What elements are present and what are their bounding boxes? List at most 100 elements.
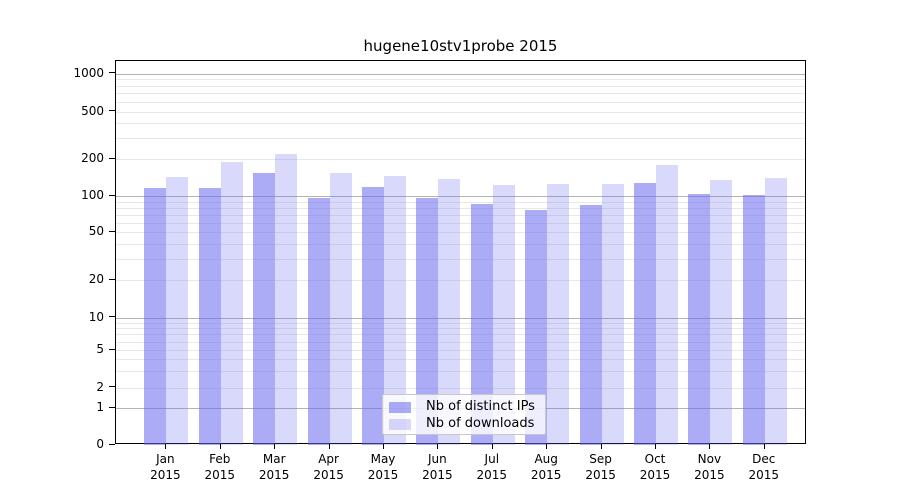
x-axis-tick bbox=[600, 444, 602, 449]
x-axis-tick bbox=[165, 444, 167, 449]
gridline-minor bbox=[116, 350, 805, 351]
bar-distinct-ips bbox=[634, 183, 656, 445]
x-axis-tick bbox=[219, 444, 221, 449]
gridline-minor bbox=[116, 243, 805, 245]
gridline-minor bbox=[116, 259, 805, 260]
x-tick-label: Sep 2015 bbox=[585, 452, 616, 482]
y-tick-label: 2 bbox=[96, 379, 104, 394]
gridline-major bbox=[116, 196, 805, 198]
y-tick-label: 200 bbox=[81, 151, 104, 166]
gridline-minor bbox=[116, 371, 805, 372]
x-axis-tick bbox=[383, 444, 384, 449]
y-axis-tick bbox=[109, 443, 115, 445]
x-tick-label: Feb 2015 bbox=[204, 452, 236, 482]
gridline-minor bbox=[116, 123, 805, 125]
bar-downloads bbox=[220, 162, 243, 445]
bar-distinct-ips bbox=[307, 197, 330, 445]
y-tick-label: 20 bbox=[88, 272, 104, 287]
y-axis-tick bbox=[109, 348, 115, 350]
x-tick-label: Mar 2015 bbox=[258, 452, 290, 482]
y-tick-label: 100 bbox=[81, 188, 104, 203]
bar-downloads bbox=[492, 184, 515, 445]
gridline-minor bbox=[116, 280, 805, 282]
gridline-minor bbox=[116, 328, 805, 329]
bar-distinct-ips bbox=[198, 187, 221, 445]
y-axis-tick bbox=[109, 386, 115, 388]
x-axis-tick bbox=[546, 444, 548, 449]
bar-downloads bbox=[384, 175, 406, 445]
gridline-minor bbox=[116, 201, 805, 203]
bar-downloads bbox=[764, 178, 787, 445]
bar-distinct-ips bbox=[253, 172, 276, 445]
y-tick-label: 1000 bbox=[73, 65, 104, 80]
y-axis-tick bbox=[109, 110, 115, 112]
y-tick-label: 0 bbox=[96, 437, 104, 451]
x-axis-tick bbox=[763, 444, 765, 449]
legend-item: Nb of downloads bbox=[389, 416, 545, 432]
x-tick-label: Dec 2015 bbox=[748, 452, 780, 482]
gridline-minor bbox=[116, 341, 805, 343]
x-axis-tick bbox=[328, 444, 330, 449]
bar-downloads bbox=[166, 176, 189, 445]
bar-distinct-ips bbox=[362, 187, 384, 445]
x-tick-label: Nov 2015 bbox=[694, 452, 725, 482]
bar-distinct-ips bbox=[525, 209, 548, 445]
x-tick-label: Oct 2015 bbox=[639, 452, 671, 482]
legend-label: Nb of downloads bbox=[426, 416, 535, 431]
x-axis-tick bbox=[274, 444, 276, 449]
gridline-minor bbox=[116, 214, 805, 216]
gridline-minor bbox=[116, 111, 805, 113]
y-axis-tick bbox=[109, 406, 115, 408]
x-tick-label: Jul 2015 bbox=[476, 452, 508, 482]
legend: Nb of distinct IPs Nb of downloads bbox=[382, 394, 546, 435]
gridline-minor bbox=[116, 138, 805, 140]
gridline-minor bbox=[116, 85, 805, 87]
gridline-minor bbox=[116, 101, 805, 103]
legend-swatch-downloads bbox=[389, 418, 411, 430]
x-axis-tick bbox=[437, 444, 439, 449]
bar-distinct-ips bbox=[742, 195, 765, 445]
x-tick-label: Aug 2015 bbox=[530, 452, 562, 482]
gridline-minor bbox=[116, 222, 805, 224]
bar-distinct-ips bbox=[579, 204, 602, 445]
x-tick-label: Apr 2015 bbox=[313, 452, 344, 482]
gridline-minor bbox=[116, 207, 805, 209]
bar-distinct-ips bbox=[470, 203, 493, 445]
bar-downloads bbox=[547, 184, 570, 445]
bar-downloads bbox=[329, 172, 352, 445]
bar-downloads bbox=[438, 178, 461, 445]
y-axis-tick bbox=[109, 72, 115, 73]
y-axis-tick bbox=[109, 230, 115, 232]
x-tick-label: May 2015 bbox=[367, 452, 399, 482]
x-tick-label: Jan 2015 bbox=[150, 452, 181, 482]
gridline-minor bbox=[116, 387, 805, 389]
gridline-minor bbox=[116, 159, 805, 161]
gridline-minor bbox=[116, 334, 805, 336]
bar-downloads bbox=[710, 179, 733, 445]
y-tick-label: 1 bbox=[96, 400, 104, 415]
y-tick-label: 50 bbox=[88, 224, 104, 239]
plot-area: Nb of distinct IPs Nb of downloads bbox=[115, 60, 806, 445]
gridline-minor bbox=[116, 79, 805, 81]
y-axis-tick bbox=[109, 157, 115, 159]
bar-downloads bbox=[656, 164, 678, 445]
y-tick-label: 10 bbox=[88, 309, 104, 324]
bar-downloads bbox=[275, 153, 298, 445]
y-axis-tick bbox=[109, 278, 115, 280]
legend-label: Nb of distinct IPs bbox=[426, 399, 535, 414]
bar-distinct-ips bbox=[144, 187, 167, 445]
bar-downloads bbox=[601, 183, 624, 445]
y-tick-label: 500 bbox=[81, 103, 104, 118]
y-tick-label: 5 bbox=[96, 342, 104, 356]
gridline-minor bbox=[116, 322, 805, 324]
bar-distinct-ips bbox=[688, 194, 711, 445]
bar-distinct-ips bbox=[416, 198, 439, 445]
legend-item: Nb of distinct IPs bbox=[389, 399, 545, 415]
y-axis-tick bbox=[109, 316, 115, 317]
y-axis-tick bbox=[109, 194, 115, 196]
gridline-minor bbox=[116, 359, 805, 361]
gridline-minor bbox=[116, 232, 805, 234]
x-axis-tick bbox=[709, 444, 711, 449]
legend-swatch-distinct-ips bbox=[389, 401, 411, 413]
